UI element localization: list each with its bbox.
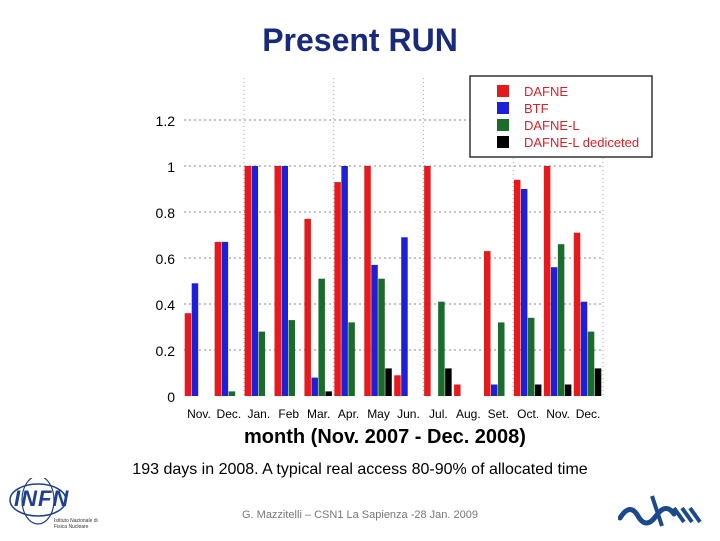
bar-dafne xyxy=(573,232,581,396)
bar-btf xyxy=(281,166,288,396)
bar-btf xyxy=(371,264,378,396)
x-tick-label: Jun. xyxy=(397,407,420,421)
bar-dafne-l xyxy=(557,244,565,396)
bar-dafne xyxy=(484,251,491,396)
bar-dafne-l-dediceted xyxy=(325,391,332,396)
page-title: Present RUN xyxy=(262,22,458,58)
x-tick-label: Aug. xyxy=(456,407,481,421)
bar-btf xyxy=(221,241,229,396)
bar-dafne-l-dediceted xyxy=(594,368,602,396)
bar-dafne xyxy=(184,313,192,396)
bar-btf xyxy=(491,384,498,396)
y-tick-label: 1 xyxy=(167,159,175,175)
bar-dafne xyxy=(543,166,551,396)
bar-dafne xyxy=(454,384,461,396)
x-tick-label: Apr. xyxy=(338,407,359,421)
x-axis-label: month (Nov. 2007 - Dec. 2008) xyxy=(244,426,526,448)
subtitle-note: 193 days in 2008. A typical real access … xyxy=(132,461,588,478)
x-tick-label: Dec. xyxy=(576,407,601,421)
x-tick-label: Dec. xyxy=(217,407,242,421)
bar-dafne-l xyxy=(498,322,505,396)
x-tick-label: Set. xyxy=(488,407,509,421)
bar-btf xyxy=(251,166,259,396)
x-tick-label: May xyxy=(367,407,390,421)
bar-dafne xyxy=(274,166,281,396)
bar-dafne xyxy=(424,166,431,396)
infn-logo-subtext: Istituto Nazionale di Fisica Nucleare xyxy=(54,518,98,530)
bar-dafne xyxy=(334,182,341,396)
bar-dafne-l xyxy=(438,301,445,396)
bar-dafne-l xyxy=(527,317,535,396)
bar-dafne-l-dediceted xyxy=(385,368,392,396)
legend-swatch xyxy=(497,119,509,131)
bar-dafne xyxy=(304,218,311,396)
lnf-logo-graphic xyxy=(617,495,702,527)
legend-swatch xyxy=(497,102,509,114)
infn-logo-text: INFN xyxy=(14,486,70,511)
bar-btf xyxy=(520,189,528,396)
y-tick-label: 0 xyxy=(167,389,175,405)
y-tick-label: 0.2 xyxy=(156,343,176,359)
bar-dafne xyxy=(214,241,222,396)
x-tick-label: Feb xyxy=(278,407,299,421)
legend-swatch xyxy=(497,136,509,148)
y-tick-label: 0.6 xyxy=(156,251,176,267)
y-tick-label: 0.4 xyxy=(156,297,176,313)
bar-dafne-l xyxy=(348,322,355,396)
legend-entry: DAFNE-L xyxy=(524,118,580,133)
bar-dafne-l-dediceted xyxy=(445,368,452,396)
infn-logo: INFN Istituto Nazionale di Fisica Nuclea… xyxy=(8,475,98,536)
legend-swatch xyxy=(497,85,509,97)
bar-dafne-l xyxy=(258,331,266,396)
bar-btf xyxy=(550,267,558,396)
bar-dafne-l xyxy=(228,391,236,396)
x-tick-label: Mar. xyxy=(307,407,330,421)
bar-btf xyxy=(311,377,318,396)
lnf-logo xyxy=(617,492,708,532)
x-tick-label: Oct. xyxy=(517,407,539,421)
x-tick-label: Nov. xyxy=(187,407,211,421)
bar-btf xyxy=(341,166,348,396)
legend-entry: BTF xyxy=(524,101,549,116)
x-tick-label: Jul. xyxy=(429,407,448,421)
bar-dafne-l xyxy=(318,278,325,396)
bar-dafne xyxy=(244,166,252,396)
x-tick-label: Nov. xyxy=(546,407,570,421)
bar-dafne xyxy=(513,179,521,396)
x-tick-label: Jan. xyxy=(247,407,270,421)
bar-dafne xyxy=(394,375,401,396)
legend-entry: DAFNE-L dediceted xyxy=(524,135,639,150)
bar-btf xyxy=(580,301,588,396)
bar-btf xyxy=(191,283,199,396)
legend-entry: DAFNE xyxy=(524,84,568,99)
bar-dafne xyxy=(364,166,371,396)
bar-btf xyxy=(401,237,408,396)
bar-dafne-l-dediceted xyxy=(564,384,572,396)
bar-dafne-l xyxy=(288,320,295,396)
bar-dafne-l xyxy=(378,278,385,396)
bar-dafne-l xyxy=(587,331,595,396)
footer-credit: G. Mazzitelli – CSN1 La Sapienza -28 Jan… xyxy=(241,509,479,521)
bar-dafne-l-dediceted xyxy=(534,384,542,396)
y-tick-label: 0.8 xyxy=(156,205,176,221)
y-tick-label: 1.2 xyxy=(156,113,176,129)
